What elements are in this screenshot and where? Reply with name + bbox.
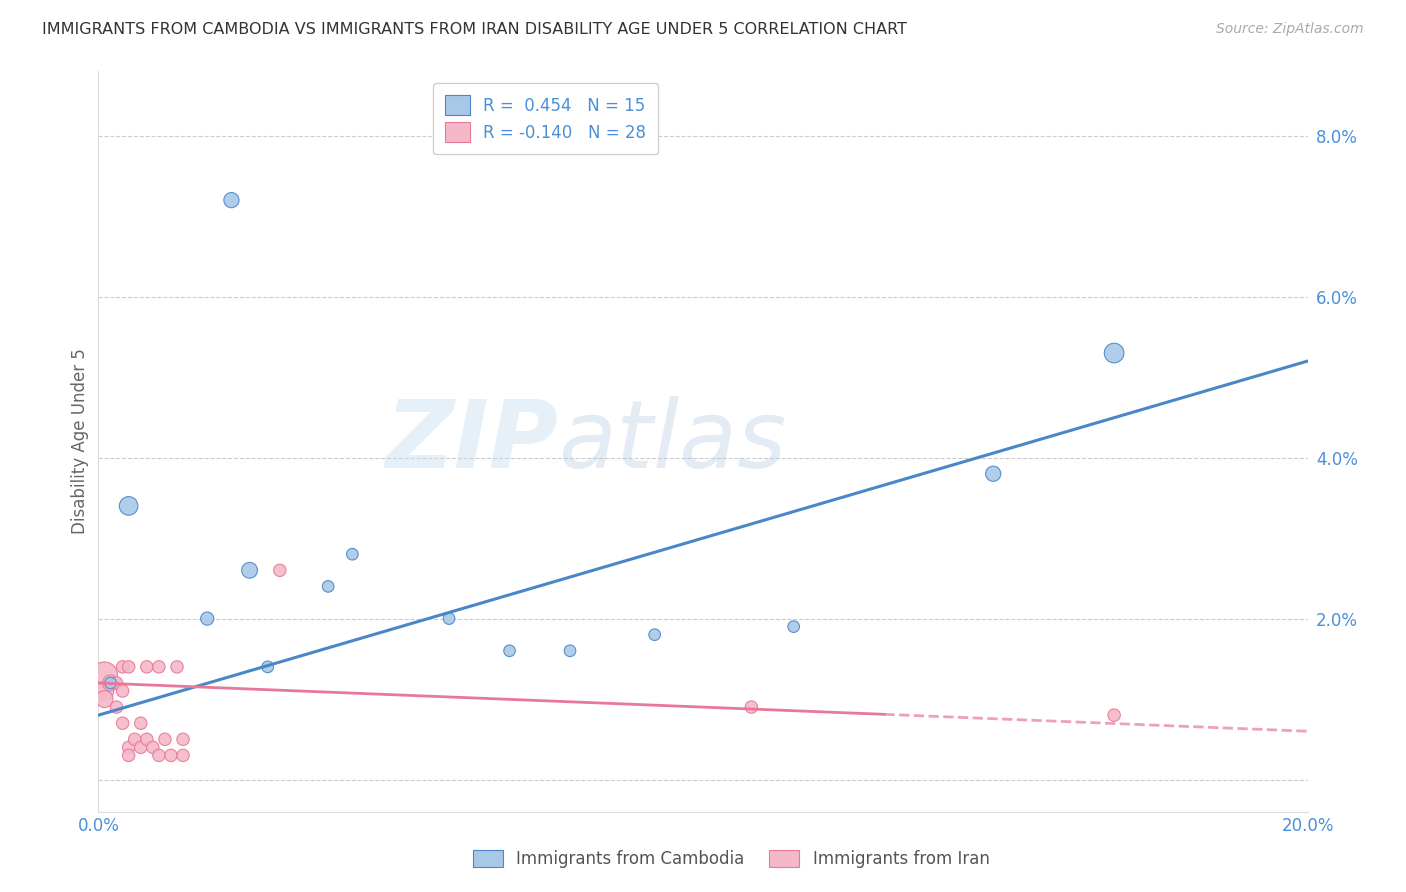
Point xyxy=(135,732,157,747)
Legend: Immigrants from Cambodia, Immigrants from Iran: Immigrants from Cambodia, Immigrants fro… xyxy=(465,843,997,875)
Text: Source: ZipAtlas.com: Source: ZipAtlas.com xyxy=(1216,22,1364,37)
Point xyxy=(981,467,1004,481)
Legend: R =  0.454   N = 15, R = -0.140   N = 28: R = 0.454 N = 15, R = -0.140 N = 28 xyxy=(433,83,658,154)
Point xyxy=(740,700,762,714)
Point xyxy=(124,732,146,747)
Point xyxy=(498,644,520,658)
Point xyxy=(105,676,128,690)
Point xyxy=(783,619,806,633)
Point xyxy=(93,684,115,698)
Point xyxy=(118,660,141,674)
Point xyxy=(118,740,141,755)
Point xyxy=(135,660,157,674)
Point xyxy=(239,563,262,577)
Point xyxy=(153,732,176,747)
Point xyxy=(118,748,141,763)
Point xyxy=(129,740,152,755)
Point xyxy=(166,660,188,674)
Point xyxy=(172,748,194,763)
Point xyxy=(160,748,183,763)
Point xyxy=(93,668,115,682)
Text: ZIP: ZIP xyxy=(385,395,558,488)
Point xyxy=(316,579,339,593)
Point xyxy=(148,660,170,674)
Point xyxy=(269,563,291,577)
Point xyxy=(118,499,141,513)
Point xyxy=(256,660,278,674)
Point xyxy=(129,716,152,731)
Point xyxy=(148,748,170,763)
Point xyxy=(1102,346,1125,360)
Point xyxy=(221,193,243,207)
Point xyxy=(644,628,666,642)
Point xyxy=(172,732,194,747)
Point xyxy=(342,547,364,561)
Point xyxy=(105,700,128,714)
Point xyxy=(111,684,134,698)
Y-axis label: Disability Age Under 5: Disability Age Under 5 xyxy=(70,349,89,534)
Text: atlas: atlas xyxy=(558,396,786,487)
Point xyxy=(93,692,115,706)
Point xyxy=(100,676,122,690)
Point xyxy=(195,611,218,625)
Point xyxy=(100,676,122,690)
Point xyxy=(111,660,134,674)
Point xyxy=(142,740,165,755)
Point xyxy=(437,611,460,625)
Point xyxy=(111,716,134,731)
Text: IMMIGRANTS FROM CAMBODIA VS IMMIGRANTS FROM IRAN DISABILITY AGE UNDER 5 CORRELAT: IMMIGRANTS FROM CAMBODIA VS IMMIGRANTS F… xyxy=(42,22,907,37)
Point xyxy=(1102,708,1125,723)
Point xyxy=(558,644,581,658)
